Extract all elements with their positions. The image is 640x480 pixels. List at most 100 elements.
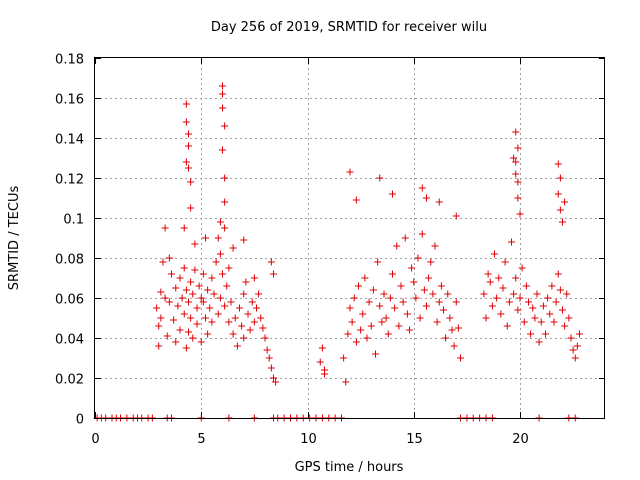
data-point	[189, 334, 197, 342]
data-point	[155, 342, 163, 350]
data-point	[486, 278, 494, 286]
data-point	[216, 218, 224, 226]
data-point	[395, 322, 403, 330]
data-point	[376, 174, 384, 182]
data-point	[195, 282, 203, 290]
data-point	[321, 370, 328, 378]
data-point	[244, 310, 252, 318]
data-point	[233, 342, 241, 350]
data-point	[185, 130, 192, 138]
data-point	[569, 346, 577, 354]
data-point	[369, 286, 377, 294]
data-point	[223, 282, 231, 290]
data-point	[206, 304, 214, 312]
data-point	[399, 298, 407, 306]
data-point	[174, 302, 182, 310]
data-point	[386, 294, 394, 302]
data-point	[180, 264, 188, 272]
data-point	[221, 174, 229, 182]
data-point	[408, 264, 416, 272]
data-point	[576, 330, 583, 338]
data-point	[219, 82, 226, 90]
data-point	[372, 350, 379, 358]
data-point	[318, 344, 326, 352]
data-point	[427, 258, 435, 266]
data-point	[367, 322, 375, 330]
data-point	[563, 290, 571, 298]
data-point	[219, 90, 226, 98]
grid-lines	[95, 58, 605, 418]
data-point	[410, 278, 418, 286]
data-point	[505, 298, 513, 306]
data-point	[267, 258, 275, 266]
data-point	[414, 254, 422, 262]
data-point	[452, 298, 460, 306]
data-point	[270, 270, 277, 278]
data-point	[503, 322, 511, 330]
data-point	[514, 194, 522, 202]
data-point	[418, 230, 426, 238]
data-point	[542, 330, 549, 338]
data-point	[452, 212, 460, 220]
data-point	[520, 318, 528, 326]
y-tick-label: 0	[76, 413, 84, 428]
data-point	[199, 298, 207, 306]
data-point	[178, 294, 186, 302]
data-point	[250, 274, 258, 282]
data-point	[488, 302, 496, 310]
data-point	[522, 282, 530, 290]
data-point	[197, 338, 205, 346]
data-point	[229, 244, 237, 252]
chart-title: Day 256 of 2019, SRMTID for receiver wil…	[211, 20, 487, 35]
data-point	[257, 314, 265, 322]
data-point	[512, 170, 520, 178]
data-point	[573, 342, 581, 350]
y-tick-label: 0.18	[55, 53, 84, 68]
data-point	[208, 318, 216, 326]
data-point	[204, 286, 212, 294]
data-point	[236, 304, 243, 312]
data-point	[352, 196, 360, 204]
data-point	[225, 318, 233, 326]
data-point	[448, 326, 456, 334]
data-point	[389, 270, 396, 278]
data-point	[225, 264, 233, 272]
data-point	[350, 294, 358, 302]
data-point	[214, 234, 222, 242]
data-point	[454, 324, 462, 332]
y-axis-label: SRMTID / TECUs	[7, 186, 22, 291]
data-point	[202, 314, 209, 322]
data-point	[537, 318, 545, 326]
data-point	[450, 342, 458, 350]
data-point	[512, 274, 520, 282]
data-point	[185, 164, 192, 172]
data-point	[180, 310, 188, 318]
data-point	[176, 326, 184, 334]
data-point	[384, 330, 392, 338]
data-point	[348, 318, 356, 326]
y-tick-label: 0.16	[55, 93, 84, 108]
data-point	[382, 314, 390, 322]
data-point	[495, 274, 503, 282]
data-point	[189, 290, 197, 298]
x-tick-label: 15	[406, 432, 423, 447]
data-point	[423, 302, 430, 310]
data-point	[444, 290, 452, 298]
data-point	[267, 364, 275, 372]
data-point	[227, 298, 235, 306]
data-point	[435, 298, 443, 306]
data-point	[155, 322, 163, 330]
data-point	[497, 310, 505, 318]
data-point	[191, 240, 199, 248]
data-point	[533, 290, 541, 298]
data-point	[457, 354, 464, 362]
data-point	[187, 314, 195, 322]
data-point	[221, 302, 229, 310]
data-point	[221, 224, 229, 232]
data-point	[219, 270, 226, 278]
data-point	[510, 290, 518, 298]
data-point	[554, 270, 562, 278]
data-point	[406, 326, 413, 334]
data-point	[221, 122, 229, 130]
data-point	[185, 298, 192, 306]
